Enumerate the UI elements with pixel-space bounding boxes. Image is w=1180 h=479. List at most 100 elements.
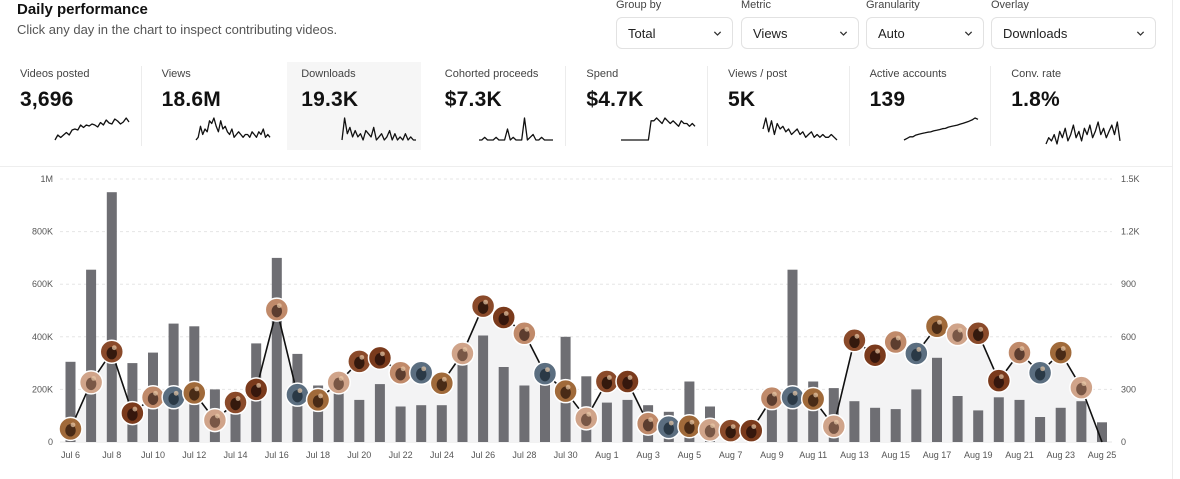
video-avatar-marker[interactable] [594,369,620,394]
bar-aug-23[interactable] [1055,407,1066,442]
video-avatar-marker[interactable] [739,418,764,443]
bar-jul-29[interactable] [540,378,550,442]
bar-jul-11[interactable] [168,323,179,442]
video-avatar-marker[interactable] [58,416,83,442]
video-avatar-marker[interactable] [1027,360,1053,385]
overlay-select[interactable]: Downloads [991,17,1156,49]
video-avatar-marker[interactable] [574,406,599,431]
video-avatar-marker[interactable] [285,382,310,407]
bar-aug-18[interactable] [952,396,963,442]
granularity-select[interactable]: Auto [866,17,984,49]
bar-jul-25[interactable] [457,356,468,443]
metric-select[interactable]: Views [741,17,859,49]
video-avatar-marker[interactable] [780,385,805,410]
video-avatar-marker[interactable] [759,385,785,411]
video-avatar-marker[interactable] [161,385,186,410]
bar-aug-2[interactable] [622,399,633,442]
video-avatar-marker[interactable] [1007,340,1032,365]
video-avatar-marker[interactable] [408,360,434,385]
video-avatar-marker[interactable] [1069,375,1094,400]
bar-aug-21[interactable] [1014,399,1025,442]
bar-aug-15[interactable] [890,409,901,442]
bar-jul-6[interactable] [65,361,76,442]
video-avatar-marker[interactable] [243,377,269,402]
video-avatar-marker[interactable] [202,407,228,433]
bar-aug-16[interactable] [911,389,922,442]
bar-aug-13[interactable] [849,401,860,442]
video-avatar-marker[interactable] [182,380,207,406]
video-avatar-marker[interactable] [635,411,661,436]
video-avatar-marker[interactable] [305,387,331,413]
kpi-card-cohorted-proceeds[interactable]: Cohorted proceeds $7.3K [425,62,567,150]
bar-aug-14[interactable] [870,407,881,442]
bar-jul-24[interactable] [436,405,447,442]
bar-jul-14[interactable] [230,394,241,442]
video-avatar-marker[interactable] [78,370,104,395]
bar-jul-27[interactable] [498,367,509,442]
video-avatar-marker[interactable] [532,361,558,386]
video-avatar-marker[interactable] [367,345,393,371]
bar-aug-10[interactable] [787,269,798,442]
bar-aug-9[interactable] [766,399,777,442]
kpi-card-conv-rate[interactable]: Conv. rate 1.8% [991,62,1133,150]
video-avatar-marker[interactable] [99,339,125,364]
video-avatar-marker[interactable] [945,321,970,347]
video-avatar-marker[interactable] [120,400,145,426]
bar-aug-22[interactable] [1035,417,1046,442]
video-avatar-marker[interactable] [1048,340,1073,365]
video-avatar-marker[interactable] [718,418,743,443]
video-avatar-marker[interactable] [800,386,826,412]
kpi-card-views[interactable]: Views 18.6M [142,62,284,150]
video-avatar-marker[interactable] [223,390,248,415]
video-avatar-marker[interactable] [986,368,1012,393]
bar-jul-22[interactable] [395,406,406,443]
video-avatar-marker[interactable] [862,342,888,368]
video-avatar-marker[interactable] [429,371,455,396]
bar-jul-28[interactable] [519,385,530,443]
bar-aug-19[interactable] [973,410,984,442]
group-by-select[interactable]: Total [616,17,733,49]
video-avatar-marker[interactable] [450,341,475,366]
video-avatar-marker[interactable] [904,341,929,366]
bar-jul-26[interactable] [478,335,489,443]
bar-aug-5[interactable] [684,381,695,443]
video-avatar-marker[interactable] [470,293,496,319]
bar-aug-17[interactable] [932,357,942,442]
bar-jul-21[interactable] [374,384,385,442]
video-avatar-marker[interactable] [677,413,702,439]
kpi-card-active-accounts[interactable]: Active accounts 139 [850,62,992,150]
kpi-card-downloads[interactable]: Downloads 19.3K [287,62,421,150]
bar-aug-11[interactable] [808,381,819,443]
video-avatar-marker[interactable] [264,297,290,322]
video-avatar-marker[interactable] [656,414,682,440]
kpi-card-spend[interactable]: Spend $4.7K [566,62,708,150]
kpi-card-videos-posted[interactable]: Videos posted 3,696 [0,62,142,150]
bar-aug-1[interactable] [601,402,612,442]
daily-performance-chart[interactable]: 0 200K 400K 600K 800K 1M 0 300 600 900 1.2K 1.5K Jul… [0,167,1172,479]
bar-aug-25[interactable] [1097,422,1107,442]
kpi-card-views-post[interactable]: Views / post 5K [708,62,850,150]
bar-jul-16[interactable] [271,257,282,442]
bar-aug-24[interactable] [1076,401,1087,442]
bar-jul-7[interactable] [86,269,97,442]
video-avatar-marker[interactable] [388,360,413,385]
bar-jul-19[interactable] [333,389,344,442]
video-avatar-marker[interactable] [326,370,351,395]
video-avatar-marker[interactable] [821,413,847,439]
bar-jul-8[interactable] [106,192,117,442]
video-avatar-marker[interactable] [697,417,723,442]
video-avatar-marker[interactable] [347,349,372,374]
video-avatar-marker[interactable] [842,328,867,353]
bar-aug-20[interactable] [993,397,1004,442]
bar-jul-23[interactable] [416,405,427,442]
video-avatar-marker[interactable] [140,385,166,410]
bar-jul-18[interactable] [313,385,324,443]
video-avatar-marker[interactable] [553,378,578,404]
video-avatar-marker[interactable] [965,321,991,346]
video-avatar-marker[interactable] [512,321,537,346]
video-avatar-marker[interactable] [491,305,516,330]
video-avatar-marker[interactable] [615,369,640,394]
video-avatar-marker[interactable] [924,314,950,339]
video-avatar-marker[interactable] [883,329,908,355]
bar-jul-20[interactable] [354,399,365,442]
